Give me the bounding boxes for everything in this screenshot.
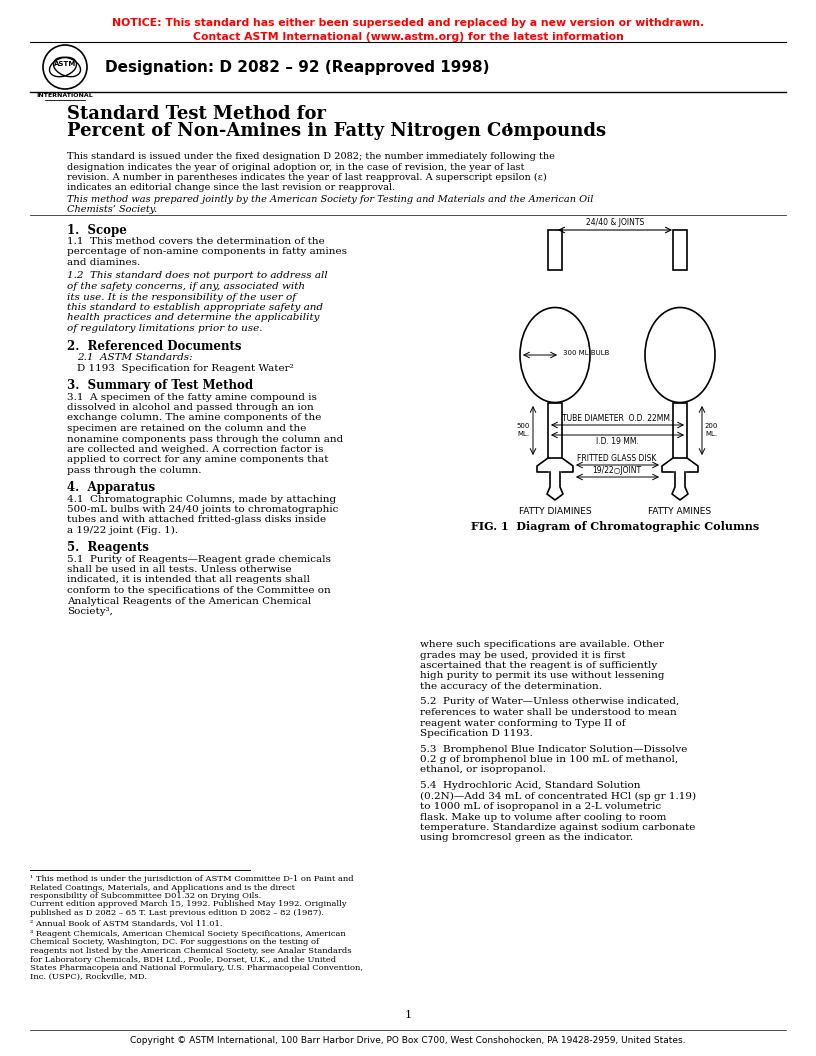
Bar [548,230,562,270]
Text: INTERNATIONAL: INTERNATIONAL [37,93,93,98]
Text: Copyright © ASTM International, 100 Barr Harbor Drive, PO Box C700, West Conshoh: Copyright © ASTM International, 100 Barr… [131,1036,685,1045]
Text: for Laboratory Chemicals, BDH Ltd., Poole, Dorset, U.K., and the United: for Laboratory Chemicals, BDH Ltd., Pool… [30,956,336,963]
Text: pass through the column.: pass through the column. [67,466,202,475]
Text: 500
ML.: 500 ML. [517,423,530,436]
Text: responsibility of Subcommittee D01.32 on Drying Oils.: responsibility of Subcommittee D01.32 on… [30,892,261,900]
Text: 5.2  Purity of Water—Unless otherwise indicated,: 5.2 Purity of Water—Unless otherwise ind… [420,698,679,706]
Text: 1.1  This method covers the determination of the: 1.1 This method covers the determination… [67,237,325,246]
Text: reagent water conforming to Type II of: reagent water conforming to Type II of [420,718,626,728]
Text: Current edition approved March 15, 1992. Published May 1992. Originally: Current edition approved March 15, 1992.… [30,901,347,908]
Text: 5.3  Bromphenol Blue Indicator Solution—Dissolve: 5.3 Bromphenol Blue Indicator Solution—D… [420,744,687,754]
Text: Analytical Reagents of the American Chemical: Analytical Reagents of the American Chem… [67,597,311,605]
Text: its use. It is the responsibility of the user of: its use. It is the responsibility of the… [67,293,296,302]
Text: Society³,: Society³, [67,607,113,616]
Text: FRITTED GLASS DISK: FRITTED GLASS DISK [577,454,657,463]
Text: 300 ML BULB: 300 ML BULB [563,350,610,356]
Text: 5.1  Purity of Reagents—Reagent grade chemicals: 5.1 Purity of Reagents—Reagent grade che… [67,554,330,564]
Text: Percent of Non-Amines in Fatty Nitrogen Compounds: Percent of Non-Amines in Fatty Nitrogen … [67,122,606,140]
Text: high purity to permit its use without lessening: high purity to permit its use without le… [420,672,664,680]
Text: references to water shall be understood to mean: references to water shall be understood … [420,708,676,717]
Text: FATTY AMINES: FATTY AMINES [649,507,712,516]
Text: This method was prepared jointly by the American Society for Testing and Materia: This method was prepared jointly by the … [67,195,593,204]
Text: and diamines.: and diamines. [67,258,140,267]
Text: ethanol, or isopropanol.: ethanol, or isopropanol. [420,766,546,774]
Text: using bromcresol green as the indicator.: using bromcresol green as the indicator. [420,833,633,843]
Text: ¹ This method is under the jurisdiction of ASTM Committee D-1 on Paint and: ¹ This method is under the jurisdiction … [30,875,353,883]
Text: TUBE DIAMETER  O.D. 22MM.: TUBE DIAMETER O.D. 22MM. [561,414,672,423]
Text: 1.2  This standard does not purport to address all: 1.2 This standard does not purport to ad… [67,271,328,281]
Text: 2.1  ASTM Standards:: 2.1 ASTM Standards: [77,353,193,361]
Text: Designation: D 2082 – 92 (Reapproved 1998): Designation: D 2082 – 92 (Reapproved 199… [105,60,490,75]
Text: dissolved in alcohol and passed through an ion: dissolved in alcohol and passed through … [67,403,313,412]
Text: ² Annual Book of ASTM Standards, Vol 11.01.: ² Annual Book of ASTM Standards, Vol 11.… [30,920,223,927]
Text: percentage of non-amine components in fatty amines: percentage of non-amine components in fa… [67,247,347,257]
Text: Related Coatings, Materials, and Applications and is the direct: Related Coatings, Materials, and Applica… [30,884,295,891]
Text: of regulatory limitations prior to use.: of regulatory limitations prior to use. [67,324,263,333]
Text: specimen are retained on the column and the: specimen are retained on the column and … [67,425,306,433]
Text: ascertained that the reagent is of sufficiently: ascertained that the reagent is of suffi… [420,661,657,670]
Text: are collected and weighed. A correction factor is: are collected and weighed. A correction … [67,445,323,454]
Text: reagents not listed by the American Chemical Society, see Analar Standards: reagents not listed by the American Chem… [30,947,352,955]
Text: States Pharmacopeia and National Formulary, U.S. Pharmacopeial Convention,: States Pharmacopeia and National Formula… [30,964,363,972]
Text: 3.  Summary of Test Method: 3. Summary of Test Method [67,379,253,393]
Bar [673,230,687,270]
Text: Chemical Society, Washington, DC. For suggestions on the testing of: Chemical Society, Washington, DC. For su… [30,939,319,946]
Text: Chemists’ Society.: Chemists’ Society. [67,206,157,214]
Text: FATTY DIAMINES: FATTY DIAMINES [519,507,592,516]
Text: FIG. 1  Diagram of Chromatographic Columns: FIG. 1 Diagram of Chromatographic Column… [471,521,759,532]
Text: grades may be used, provided it is first: grades may be used, provided it is first [420,650,626,660]
Text: 4.1  Chromatographic Columns, made by attaching: 4.1 Chromatographic Columns, made by att… [67,494,336,504]
Text: temperature. Standardize against sodium carbonate: temperature. Standardize against sodium … [420,823,695,832]
Text: of the safety concerns, if any, associated with: of the safety concerns, if any, associat… [67,282,305,291]
Text: designation indicates the year of original adoption or, in the case of revision,: designation indicates the year of origin… [67,163,525,171]
Text: 4.  Apparatus: 4. Apparatus [67,482,155,494]
Text: 500-mL bulbs with 24/40 joints to chromatographic: 500-mL bulbs with 24/40 joints to chroma… [67,505,339,514]
Text: 2.  Referenced Documents: 2. Referenced Documents [67,339,242,353]
Text: nonamine components pass through the column and: nonamine components pass through the col… [67,434,344,444]
Text: This standard is issued under the fixed designation D 2082; the number immediate: This standard is issued under the fixed … [67,152,555,161]
Text: 0.2 g of bromphenol blue in 100 mL of methanol,: 0.2 g of bromphenol blue in 100 mL of me… [420,755,678,763]
Text: Contact ASTM International (www.astm.org) for the latest information: Contact ASTM International (www.astm.org… [193,32,623,42]
Text: this standard to establish appropriate safety and: this standard to establish appropriate s… [67,303,323,312]
Text: 19/22○JOINT: 19/22○JOINT [592,466,641,475]
Text: ASTM: ASTM [54,61,76,67]
Text: tubes and with attached fritted-glass disks inside: tubes and with attached fritted-glass di… [67,515,326,525]
Text: health practices and determine the applicability: health practices and determine the appli… [67,314,320,322]
Text: exchange column. The amine components of the: exchange column. The amine components of… [67,414,322,422]
Text: NOTICE: This standard has either been superseded and replaced by a new version o: NOTICE: This standard has either been su… [112,18,704,29]
Bar [548,403,562,458]
Text: applied to correct for any amine components that: applied to correct for any amine compone… [67,455,329,465]
Text: 5.4  Hydrochloric Acid, Standard Solution: 5.4 Hydrochloric Acid, Standard Solution [420,781,641,790]
Text: 200
ML.: 200 ML. [705,423,718,436]
Text: indicated, it is intended that all reagents shall: indicated, it is intended that all reage… [67,576,310,585]
Text: Specification D 1193.: Specification D 1193. [420,729,533,738]
Bar [673,403,687,458]
Text: shall be used in all tests. Unless otherwise: shall be used in all tests. Unless other… [67,565,291,574]
Text: 1: 1 [505,122,512,133]
Text: published as D 2082 – 65 T. Last previous edition D 2082 – 82 (1987).: published as D 2082 – 65 T. Last previou… [30,909,324,917]
Text: ³ Reagent Chemicals, American Chemical Society Specifications, American: ³ Reagent Chemicals, American Chemical S… [30,930,346,938]
Text: 1.  Scope: 1. Scope [67,224,126,237]
Text: 3.1  A specimen of the fatty amine compound is: 3.1 A specimen of the fatty amine compou… [67,393,317,401]
Text: indicates an editorial change since the last revision or reapproval.: indicates an editorial change since the … [67,184,395,192]
Text: 5.  Reagents: 5. Reagents [67,542,149,554]
Text: conform to the specifications of the Committee on: conform to the specifications of the Com… [67,586,330,595]
Text: revision. A number in parentheses indicates the year of last reapproval. A super: revision. A number in parentheses indica… [67,173,547,182]
Text: to 1000 mL of isopropanol in a 2-L volumetric: to 1000 mL of isopropanol in a 2-L volum… [420,802,661,811]
Text: where such specifications are available. Other: where such specifications are available.… [420,640,664,649]
Text: flask. Make up to volume after cooling to room: flask. Make up to volume after cooling t… [420,812,667,822]
Text: the accuracy of the determination.: the accuracy of the determination. [420,682,602,691]
Text: 1: 1 [405,1010,411,1020]
Text: a 19/22 joint (Fig. 1).: a 19/22 joint (Fig. 1). [67,526,178,535]
Text: (0.2N)—Add 34 mL of concentrated HCl (sp gr 1.19): (0.2N)—Add 34 mL of concentrated HCl (sp… [420,792,696,800]
Text: D 1193  Specification for Reagent Water²: D 1193 Specification for Reagent Water² [77,364,294,373]
Text: Standard Test Method for: Standard Test Method for [67,105,326,122]
Text: Inc. (USPC), Rockville, MD.: Inc. (USPC), Rockville, MD. [30,973,147,981]
Text: 24/40 & JOINTS: 24/40 & JOINTS [586,218,644,227]
Text: I.D. 19 MM.: I.D. 19 MM. [596,437,638,446]
